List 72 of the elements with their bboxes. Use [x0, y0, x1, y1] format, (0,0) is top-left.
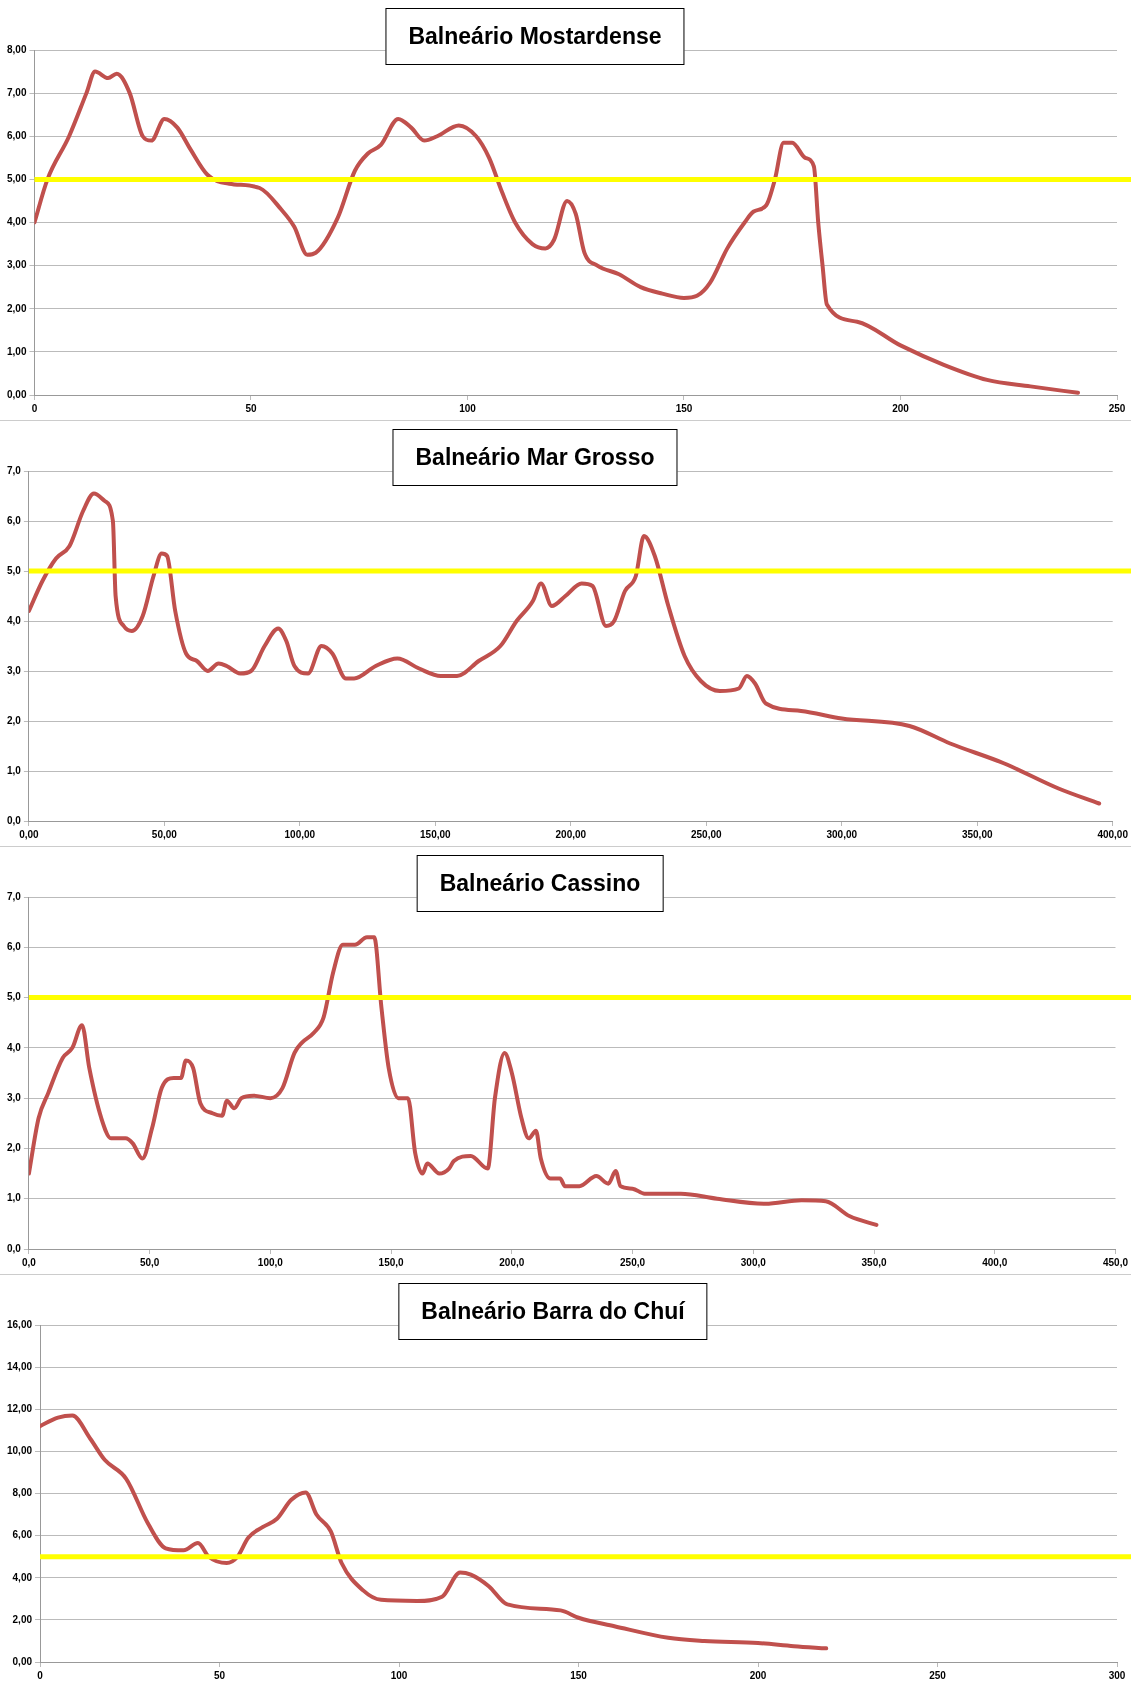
- x-tick-label: 100,0: [257, 1256, 284, 1268]
- y-tick-label: 5,0: [7, 564, 22, 576]
- line-series: [28, 491, 1102, 806]
- x-tick-label: 200: [749, 1669, 767, 1681]
- y-tick-label: 6,00: [12, 1529, 33, 1541]
- y-tick-label: 6,0: [7, 514, 22, 526]
- y-tick-label: 14,00: [6, 1360, 33, 1372]
- chart-title: Balneário Mar Grosso: [392, 429, 678, 486]
- y-tick-label: 0,0: [7, 814, 22, 826]
- x-tick-label: 250,0: [620, 1256, 646, 1268]
- y-tick-label: 2,00: [12, 1613, 33, 1625]
- y-tick-label: 7,00: [6, 86, 27, 98]
- x-tick-label: 150,0: [378, 1256, 405, 1268]
- x-tick-label: 50,0: [139, 1256, 160, 1268]
- y-tick-label: 5,00: [6, 173, 27, 185]
- y-tick-label: 0,0: [7, 1242, 22, 1254]
- y-tick-label: 0,00: [6, 388, 27, 400]
- y-tick-label: 3,0: [7, 664, 22, 676]
- x-tick-label: 200,00: [555, 828, 587, 840]
- x-tick-label: 400,00: [1097, 828, 1129, 840]
- x-tick-label: 100,00: [284, 828, 316, 840]
- chart-title: Balneário Barra do Chuí: [398, 1283, 708, 1340]
- x-tick-label: 50: [213, 1669, 226, 1681]
- y-tick-label: 4,0: [7, 1041, 22, 1053]
- x-tick-label: 300,0: [740, 1256, 767, 1268]
- y-tick-label: 1,00: [6, 345, 27, 357]
- x-tick-label: 350,00: [961, 828, 993, 840]
- y-tick-label: 8,00: [6, 43, 27, 55]
- x-tick-label: 50,00: [151, 828, 178, 840]
- x-tick-label: 100: [459, 402, 477, 414]
- y-tick-label: 2,00: [6, 302, 27, 314]
- line-series: [40, 1413, 829, 1651]
- x-tick-label: 300,00: [826, 828, 858, 840]
- x-tick-label: 150: [570, 1669, 588, 1681]
- x-tick-label: 50: [245, 402, 257, 414]
- x-tick-label: 0: [31, 402, 38, 414]
- y-tick-label: 0,00: [12, 1655, 33, 1667]
- x-tick-label: 150: [675, 402, 693, 414]
- x-tick-label: 150,00: [420, 828, 452, 840]
- y-tick-label: 10,00: [6, 1445, 33, 1457]
- x-tick-label: 350,0: [861, 1256, 887, 1268]
- x-tick-label: 250: [929, 1669, 947, 1681]
- y-tick-label: 16,00: [6, 1318, 33, 1330]
- x-tick-label: 450,0: [1102, 1256, 1129, 1268]
- y-tick-label: 4,0: [7, 614, 22, 626]
- y-tick-label: 4,00: [6, 216, 27, 228]
- chart-title: Balneário Mostardense: [385, 8, 685, 65]
- y-tick-label: 7,0: [7, 464, 22, 476]
- y-tick-label: 2,0: [7, 1142, 22, 1154]
- x-tick-label: 400,0: [982, 1256, 1008, 1268]
- line-series: [28, 935, 879, 1227]
- x-tick-label: 0: [37, 1669, 44, 1681]
- y-tick-label: 6,0: [7, 941, 22, 953]
- y-tick-label: 3,0: [7, 1091, 22, 1103]
- y-tick-label: 7,0: [7, 890, 22, 902]
- x-tick-label: 200,0: [499, 1256, 525, 1268]
- x-tick-label: 300: [1108, 1669, 1126, 1681]
- y-tick-label: 2,0: [7, 714, 22, 726]
- x-tick-label: 200: [892, 402, 910, 414]
- x-tick-label: 100: [390, 1669, 408, 1681]
- x-tick-label: 250,00: [690, 828, 723, 840]
- y-tick-label: 1,0: [7, 1192, 22, 1204]
- line-series: [34, 69, 1081, 395]
- y-tick-label: 6,00: [6, 130, 27, 141]
- x-tick-label: 250: [1108, 402, 1126, 414]
- y-tick-label: 3,00: [6, 259, 27, 271]
- y-tick-label: 4,00: [12, 1571, 33, 1583]
- y-tick-label: 8,00: [12, 1487, 33, 1499]
- y-tick-label: 12,00: [6, 1403, 33, 1414]
- y-tick-label: 5,0: [7, 991, 22, 1003]
- y-tick-label: 1,0: [7, 764, 22, 776]
- chart-title: Balneário Cassino: [416, 855, 664, 912]
